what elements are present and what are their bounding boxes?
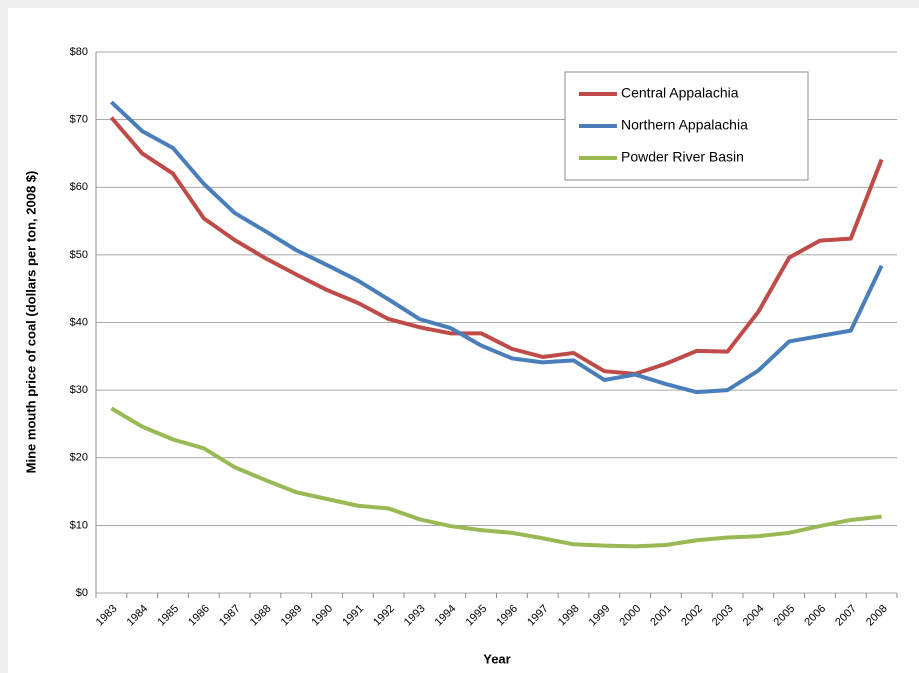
x-axis-title: Year — [483, 651, 510, 666]
y-tick-label: $10 — [70, 519, 88, 531]
series-line — [110, 100, 884, 395]
y-tick-label: $50 — [70, 249, 88, 261]
y-tick-label: $30 — [70, 384, 88, 396]
y-tick-label: $40 — [70, 316, 88, 328]
series-line — [110, 406, 882, 549]
y-tick-label: $70 — [70, 114, 88, 126]
y-tick-label: $80 — [70, 46, 88, 58]
legend-label: Northern Appalachia — [621, 117, 748, 133]
y-tick-label: $20 — [70, 452, 88, 464]
series-line — [109, 116, 884, 376]
y-tick-label: $0 — [76, 587, 88, 599]
y-axis-title: Mine mouth price of coal (dollars per to… — [23, 171, 38, 474]
legend-label: Central Appalachia — [621, 85, 739, 101]
y-tick-label: $60 — [70, 181, 88, 193]
legend-label: Powder River Basin — [621, 149, 744, 165]
